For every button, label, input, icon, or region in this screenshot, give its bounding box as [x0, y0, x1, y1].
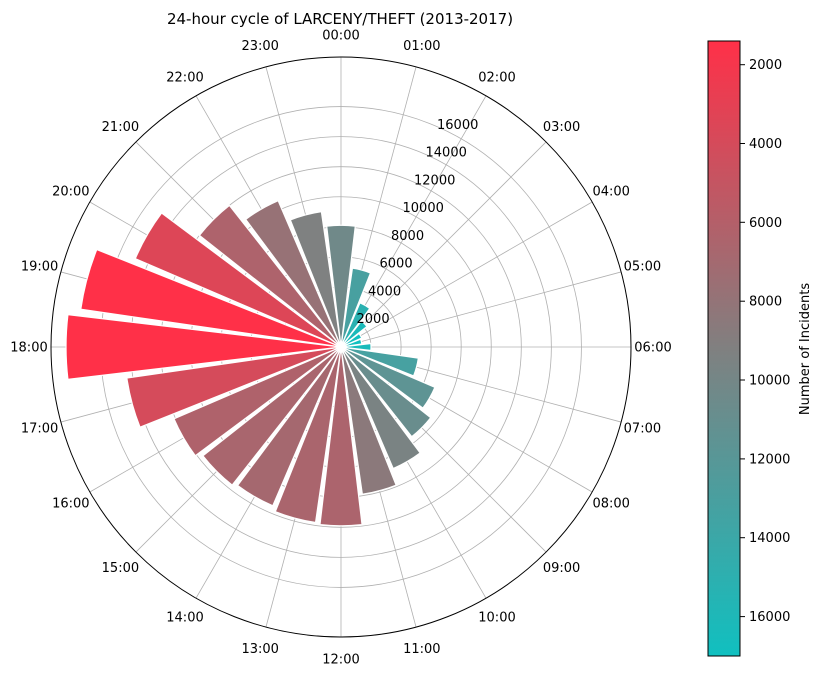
hour-label-2300: 23:00 — [241, 39, 278, 54]
bar-0600 — [340, 342, 372, 352]
colorbar-tick-8000: 8000 — [749, 295, 782, 310]
hour-label-1100: 11:00 — [403, 642, 440, 657]
grid-spoke-4 — [340, 201, 593, 348]
radial-tick-12000: 12000 — [414, 173, 455, 188]
radial-tick-6000: 6000 — [380, 257, 413, 272]
bar-2200 — [244, 199, 342, 348]
colorbar-tick-2000: 2000 — [749, 58, 782, 73]
colorbar-label: Number of Incidents — [798, 283, 813, 415]
bar-0000 — [326, 224, 356, 348]
bar-0300 — [340, 320, 368, 348]
hour-label-0300: 03:00 — [543, 120, 580, 135]
colorbar-tick-16000: 16000 — [749, 610, 790, 625]
radial-tick-labels: 2000 4000 6000 8000 10000 12000 14000 16000 — [357, 118, 479, 327]
colorbar-gradient — [707, 40, 741, 657]
polar-bars — [65, 199, 436, 527]
radial-tick-4000: 4000 — [368, 285, 401, 300]
bar-2300 — [289, 211, 342, 348]
hour-label-0600: 06:00 — [634, 341, 671, 356]
colorbar-ticks: 2000 4000 6000 8000 10000 12000 14000 16000 — [740, 58, 790, 625]
bar-1300 — [274, 346, 342, 524]
colorbar-tick-12000: 12000 — [749, 452, 790, 467]
chart-title: 24-hour cycle of LARCENY/THEFT (2013-201… — [167, 10, 513, 28]
bar-0100 — [340, 267, 372, 348]
bar-2000 — [134, 212, 342, 348]
radial-tick-16000: 16000 — [437, 118, 478, 133]
colorbar-tick-14000: 14000 — [749, 531, 790, 546]
grid-spoke-3 — [340, 141, 547, 348]
bar-2100 — [198, 204, 342, 348]
bar-0200 — [340, 302, 371, 348]
hour-label-1300: 13:00 — [241, 642, 278, 657]
hour-label-1400: 14:00 — [166, 611, 203, 626]
bar-1000 — [340, 346, 421, 470]
hour-label-1900: 19:00 — [21, 260, 58, 275]
hour-label-1600: 16:00 — [52, 497, 89, 512]
hour-label-2200: 22:00 — [166, 70, 203, 85]
colorbar-tick-10000: 10000 — [749, 374, 790, 389]
bar-0800 — [340, 346, 436, 409]
hour-label-2000: 20:00 — [52, 185, 89, 200]
hour-label-0000: 00:00 — [322, 29, 359, 44]
hour-labels: 00:00 01:00 02:00 03:00 04:00 05:00 06:00 07:00… — [10, 29, 671, 668]
bar-0900 — [340, 346, 432, 438]
hour-label-0200: 02:00 — [478, 70, 515, 85]
hour-label-1200: 12:00 — [322, 653, 359, 668]
bar-1900 — [80, 248, 342, 348]
hour-label-0500: 05:00 — [624, 260, 661, 275]
hour-label-0400: 04:00 — [592, 185, 629, 200]
hour-label-0100: 01:00 — [403, 39, 440, 54]
bar-1400 — [236, 346, 342, 507]
radial-tick-14000: 14000 — [426, 146, 467, 161]
hour-label-0900: 09:00 — [543, 561, 580, 576]
hour-label-0700: 07:00 — [624, 421, 661, 436]
bar-0400 — [340, 332, 363, 348]
grid-spoke-5 — [340, 271, 622, 348]
bar-0700 — [340, 346, 420, 377]
radial-tick-2000: 2000 — [357, 312, 390, 327]
colorbar-tick-4000: 4000 — [749, 137, 782, 152]
polar-outer-ring — [50, 56, 632, 638]
bar-1500 — [202, 346, 342, 486]
radial-tick-10000: 10000 — [403, 201, 444, 216]
colorbar: 2000 4000 6000 8000 10000 12000 14000 16000 Num… — [707, 40, 813, 657]
hour-label-1500: 15:00 — [102, 561, 139, 576]
hour-label-1800: 18:00 — [10, 341, 47, 356]
bar-1200 — [319, 346, 363, 527]
radial-tick-8000: 8000 — [391, 229, 424, 244]
bar-1800 — [65, 314, 342, 380]
hour-label-0800: 08:00 — [592, 497, 629, 512]
colorbar-tick-6000: 6000 — [749, 216, 782, 231]
bar-1100 — [340, 346, 397, 495]
bar-1700 — [126, 346, 342, 428]
hour-label-1000: 10:00 — [478, 611, 515, 626]
hour-label-2100: 21:00 — [102, 120, 139, 135]
hour-label-1700: 17:00 — [21, 421, 58, 436]
bar-1600 — [173, 346, 342, 457]
